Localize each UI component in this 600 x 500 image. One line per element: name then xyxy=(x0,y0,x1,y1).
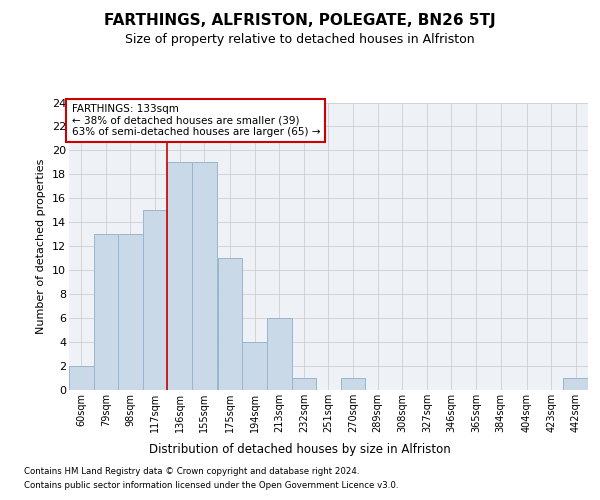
Bar xyxy=(267,318,292,390)
Y-axis label: Number of detached properties: Number of detached properties xyxy=(37,158,46,334)
Text: FARTHINGS, ALFRISTON, POLEGATE, BN26 5TJ: FARTHINGS, ALFRISTON, POLEGATE, BN26 5TJ xyxy=(104,12,496,28)
Text: FARTHINGS: 133sqm
← 38% of detached houses are smaller (39)
63% of semi-detached: FARTHINGS: 133sqm ← 38% of detached hous… xyxy=(71,104,320,137)
Text: Distribution of detached houses by size in Alfriston: Distribution of detached houses by size … xyxy=(149,442,451,456)
Bar xyxy=(341,378,365,390)
Bar xyxy=(69,366,94,390)
Bar xyxy=(242,342,267,390)
Bar xyxy=(118,234,143,390)
Bar xyxy=(143,210,167,390)
Text: Contains HM Land Registry data © Crown copyright and database right 2024.: Contains HM Land Registry data © Crown c… xyxy=(24,468,359,476)
Bar xyxy=(94,234,118,390)
Bar xyxy=(563,378,588,390)
Text: Contains public sector information licensed under the Open Government Licence v3: Contains public sector information licen… xyxy=(24,481,398,490)
Bar xyxy=(192,162,217,390)
Text: Size of property relative to detached houses in Alfriston: Size of property relative to detached ho… xyxy=(125,32,475,46)
Bar xyxy=(167,162,192,390)
Bar xyxy=(218,258,242,390)
Bar xyxy=(292,378,316,390)
